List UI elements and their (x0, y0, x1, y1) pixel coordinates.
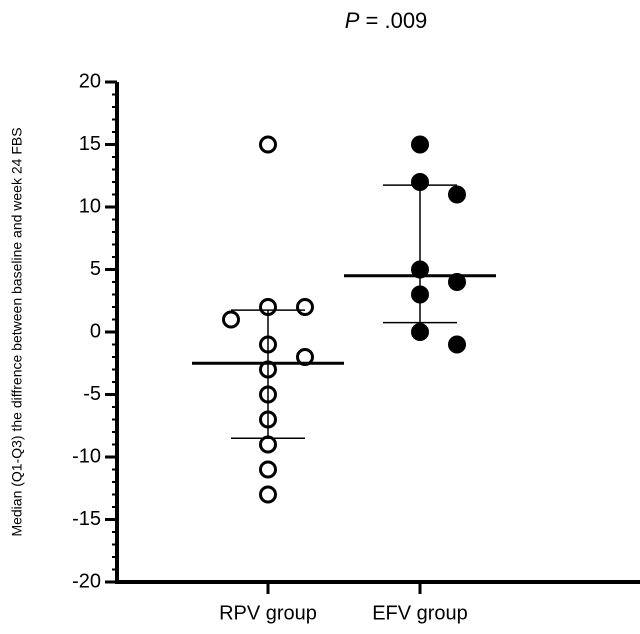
data-point (448, 335, 466, 354)
y-tick-label: 5 (90, 258, 101, 280)
title-italic: P (345, 8, 360, 33)
y-axis-label: Median (Q1-Q3) the diffrence between bas… (9, 127, 25, 536)
title-text: = .009 (366, 8, 428, 33)
data-point (259, 485, 277, 504)
y-tick-label: 0 (90, 320, 101, 342)
y-tick-label: 15 (79, 133, 101, 155)
x-tick-label: EFV group (372, 602, 468, 624)
data-point (411, 323, 429, 341)
x-tick-label: RPV group (219, 602, 317, 624)
y-tick-label: 20 (79, 70, 101, 92)
y-tick-label: -15 (72, 508, 101, 530)
data-point (259, 460, 277, 479)
y-tick-label: -10 (72, 445, 101, 467)
data-point (259, 135, 277, 154)
y-tick-label: -5 (83, 383, 101, 405)
chart-title: P = .009 (345, 8, 428, 33)
y-tick-label: -20 (72, 570, 101, 592)
data-point (222, 310, 240, 329)
data-point (448, 185, 466, 204)
y-tick-label: 10 (79, 195, 101, 217)
data-point (411, 135, 429, 154)
data-point (296, 298, 314, 316)
data-point (259, 435, 277, 454)
